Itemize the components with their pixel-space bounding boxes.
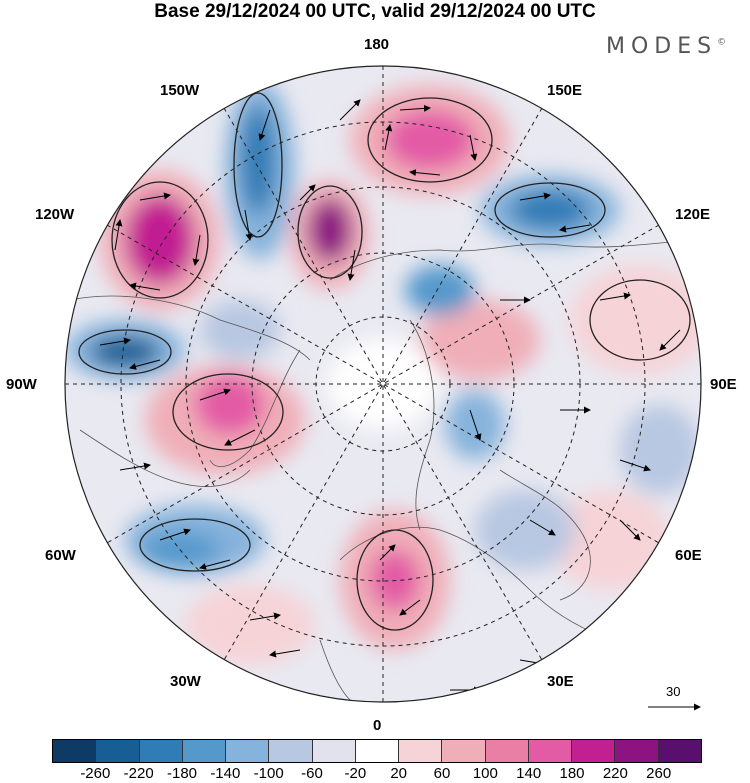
colorbar-swatch xyxy=(527,740,572,762)
colorbar-tick-label: 260 xyxy=(646,765,672,782)
colorbar-tick-label: 100 xyxy=(472,765,498,782)
colorbar-swatch xyxy=(95,740,139,762)
colorbar-swatch xyxy=(138,740,182,762)
colorbar-tick-label: -140 xyxy=(210,765,241,782)
logo-text: MODES xyxy=(606,34,718,59)
colorbar-swatch xyxy=(181,740,226,762)
colorbar-swatch xyxy=(441,740,485,762)
reference-vector-label: 30 xyxy=(666,684,681,699)
map-disk xyxy=(65,66,701,702)
label-lon-120w: 120W xyxy=(35,206,75,223)
label-lon-60e: 60E xyxy=(675,547,702,564)
colorbar-tick-label: -260 xyxy=(80,765,111,782)
colorbar-tick-label: -60 xyxy=(301,765,323,782)
map-title: Base 29/12/2024 00 UTC, valid 29/12/2024… xyxy=(154,1,596,22)
colorbar-tick-label: -20 xyxy=(344,765,367,782)
colorbar-swatch xyxy=(354,740,399,762)
colorbar-tick-label: -100 xyxy=(253,765,284,782)
colorbar-swatch xyxy=(53,740,96,762)
colorbar-swatch xyxy=(398,740,442,762)
colorbar-tick-label: -220 xyxy=(123,765,154,782)
colorbar-swatch xyxy=(484,740,528,762)
label-lon-30e: 30E xyxy=(547,673,574,690)
graticule xyxy=(65,66,701,702)
colorbar-tick-label: 60 xyxy=(433,765,451,782)
label-lon-0: 0 xyxy=(373,717,382,734)
colorbar-swatch xyxy=(571,740,615,762)
colorbar-swatch xyxy=(225,740,269,762)
label-lon-120e: 120E xyxy=(675,206,711,223)
colorbar xyxy=(52,739,702,763)
colorbar-swatch xyxy=(268,740,312,762)
colorbar-swatch xyxy=(614,740,658,762)
colorbar-tick-label: 140 xyxy=(516,765,542,782)
label-lon-60w: 60W xyxy=(45,547,76,564)
label-lon-90e: 90E xyxy=(710,376,737,393)
modes-logo: MODES© xyxy=(606,34,726,59)
label-lon-150w: 150W xyxy=(160,82,200,99)
colorbar-tick-label: 220 xyxy=(602,765,628,782)
logo-mark: © xyxy=(717,37,727,48)
label-lon-90w: 90W xyxy=(6,376,37,393)
label-lon-30w: 30W xyxy=(170,673,201,690)
colorbar-tick-label: -180 xyxy=(166,765,198,782)
label-lon-150e: 150E xyxy=(547,82,583,99)
wind-vectors xyxy=(99,99,681,694)
colorbar-swatch xyxy=(311,740,355,762)
colorbar-swatch xyxy=(657,740,701,762)
colorbar-tick-label: 180 xyxy=(559,765,585,782)
colorbar-tick-label: 20 xyxy=(390,765,407,782)
label-lon-180: 180 xyxy=(364,36,390,53)
contours xyxy=(78,92,691,631)
map-border xyxy=(64,65,702,703)
